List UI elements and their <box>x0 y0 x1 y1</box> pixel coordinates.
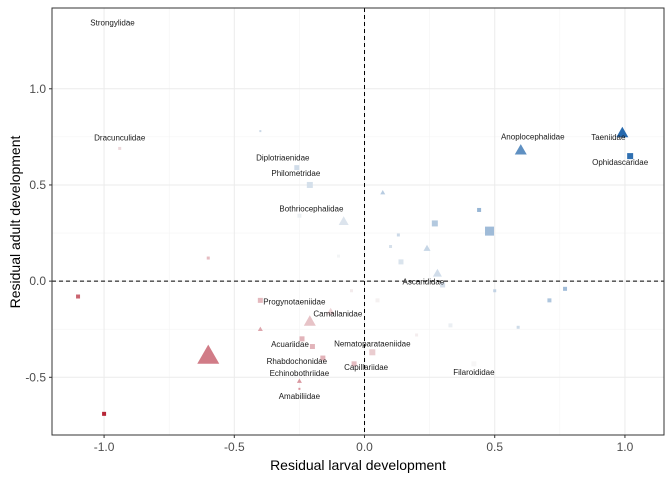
data-point-triangle <box>326 307 335 315</box>
x-axis-title: Residual larval development <box>270 457 446 473</box>
data-point-triangle <box>303 315 316 326</box>
y-axis-ticks: -0.5 0.0 0.5 1.0 <box>25 82 52 384</box>
data-point-square <box>126 20 129 23</box>
data-point-square <box>440 282 446 288</box>
data-point-square <box>336 254 340 258</box>
data-point-square <box>257 297 263 303</box>
y-tick-label: 1.0 <box>29 82 46 96</box>
data-point-square <box>627 153 634 160</box>
x-tick-label: -1.0 <box>94 440 115 454</box>
point-label: Philometridae <box>271 169 320 178</box>
data-point-square <box>493 289 497 293</box>
grid-minor <box>52 8 664 435</box>
data-point-square <box>309 344 315 350</box>
point-label: Strongylidae <box>90 18 135 27</box>
data-point-square <box>547 298 552 303</box>
y-tick-label: -0.5 <box>25 370 46 384</box>
point-label: Bothriocephalidae <box>279 205 344 214</box>
y-axis-title: Residual adult development <box>7 136 23 309</box>
point-label: Ophidascaridae <box>592 158 649 167</box>
data-point-square <box>415 333 419 337</box>
point-label: Rhabdochonidae <box>267 357 328 366</box>
data-point-square <box>298 387 301 390</box>
data-point-square <box>389 245 393 249</box>
x-tick-label: 0.0 <box>356 440 373 454</box>
point-label: Progynotaeniidae <box>263 297 326 306</box>
point-label: Filaroididae <box>453 368 495 377</box>
data-point-square <box>306 181 313 188</box>
data-point-square <box>563 286 568 291</box>
data-point-square <box>299 336 305 342</box>
x-axis-ticks: -1.0 -0.5 0.0 0.5 1.0 <box>94 435 634 454</box>
data-point-square <box>118 146 122 150</box>
point-label: Camallanidae <box>313 310 362 319</box>
data-point-square <box>349 289 353 293</box>
data-point-square <box>398 259 404 265</box>
data-point-triangle <box>514 144 527 155</box>
data-point-square <box>351 361 357 367</box>
point-label: Taeniidae <box>591 133 626 142</box>
data-point-square <box>369 349 376 356</box>
x-tick-label: 0.5 <box>486 440 503 454</box>
data-point-square <box>375 298 380 303</box>
point-label: Amabiliidae <box>279 392 321 401</box>
point-labels: Strongylidae Dracunculidae Diplotriaenidae… <box>90 18 648 400</box>
reference-lines <box>52 8 664 435</box>
data-point-triangle <box>423 244 431 251</box>
data-point-square <box>320 355 326 361</box>
data-point-triangle <box>338 216 349 225</box>
data-point-square <box>396 233 400 237</box>
y-tick-label: 0.0 <box>29 274 46 288</box>
data-point-square <box>76 294 81 299</box>
data-points <box>76 20 634 416</box>
plot-border <box>51 7 665 436</box>
x-tick-label: -0.5 <box>224 440 245 454</box>
point-label: Capillariidae <box>344 363 389 372</box>
plot-panel <box>52 8 664 435</box>
point-label: Diplotriaenidae <box>256 154 310 163</box>
data-point-square <box>471 361 477 367</box>
data-point-triangle <box>197 344 220 364</box>
point-label: Anoplocephalidae <box>501 132 565 141</box>
data-point-triangle <box>296 378 302 383</box>
data-point-square <box>102 411 107 416</box>
data-point-square <box>516 325 520 329</box>
point-label: Acuariidae <box>271 340 309 349</box>
data-point-square <box>297 213 302 218</box>
y-tick-label: 0.5 <box>29 178 46 192</box>
data-point-square <box>485 226 495 236</box>
point-label: Echinobothriidae <box>270 369 330 378</box>
data-point-triangle <box>616 126 629 138</box>
data-point-square <box>477 207 482 212</box>
data-point-square <box>259 130 262 133</box>
x-tick-label: 1.0 <box>617 440 634 454</box>
data-point-square <box>448 323 453 328</box>
data-point-square <box>294 165 300 171</box>
data-point-triangle <box>432 268 442 277</box>
data-point-triangle <box>257 326 263 331</box>
data-point-square <box>431 220 438 227</box>
data-point-triangle <box>380 190 386 195</box>
point-label: Dracunculidae <box>94 133 146 142</box>
point-label: Ascarididae <box>403 277 445 286</box>
point-label: Nematoparataeniidae <box>334 339 411 348</box>
data-point-square <box>206 256 210 260</box>
